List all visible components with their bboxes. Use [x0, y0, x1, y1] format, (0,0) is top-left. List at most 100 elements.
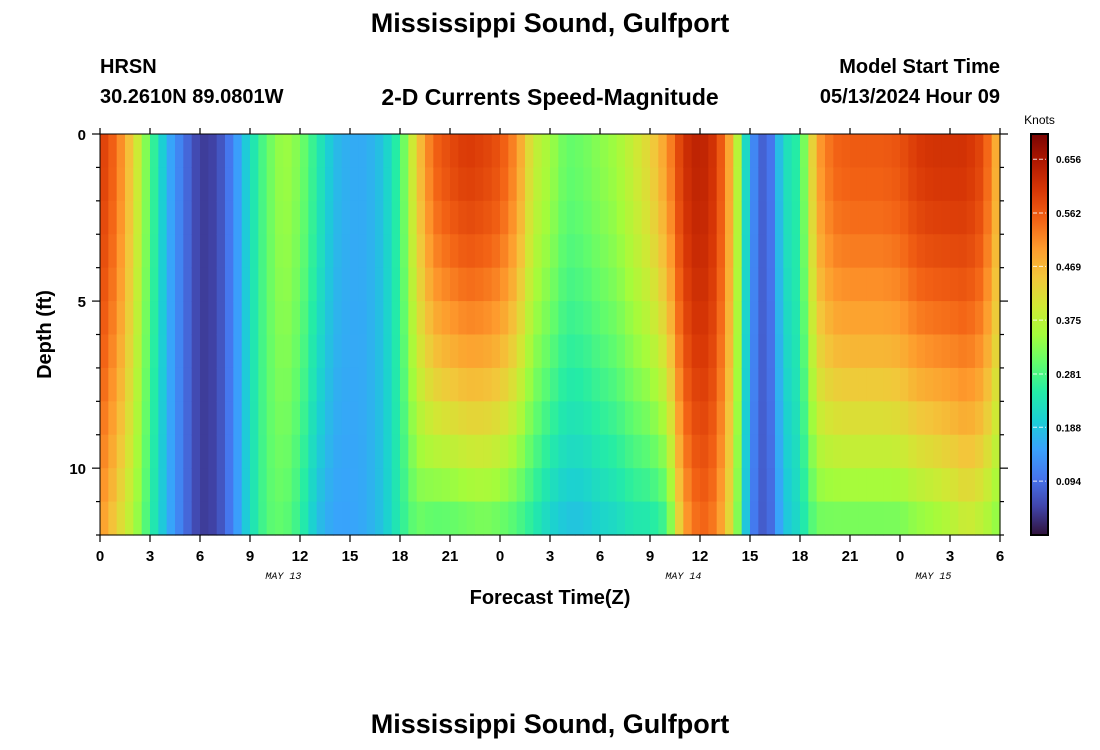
- heatmap-cell: [391, 434, 401, 469]
- heatmap-cell: [691, 468, 701, 503]
- heatmap-cell: [891, 234, 901, 269]
- heatmap-cell: [208, 401, 218, 436]
- heatmap-cell: [333, 367, 343, 402]
- heatmap-cell: [158, 167, 168, 202]
- heatmap-cell: [783, 434, 793, 469]
- heatmap-cell: [616, 367, 626, 402]
- heatmap-cell: [625, 267, 634, 302]
- heatmap-cell: [166, 401, 176, 436]
- heatmap-cell: [850, 434, 859, 469]
- heatmap-cell: [466, 367, 476, 402]
- heatmap-cell: [733, 200, 743, 235]
- heatmap-cell: [841, 200, 851, 235]
- heatmap-cell: [308, 167, 318, 202]
- heatmap-cell: [725, 267, 734, 302]
- heatmap-cell: [416, 301, 426, 336]
- heatmap-cell: [358, 434, 368, 469]
- heatmap-cell: [641, 267, 651, 302]
- heatmap-cell: [691, 200, 701, 235]
- heatmap-cell: [441, 301, 451, 336]
- heatmap-cell: [783, 134, 793, 169]
- heatmap-cell: [841, 434, 851, 469]
- heatmap-cell: [633, 434, 643, 469]
- heatmap-cell: [600, 401, 609, 436]
- heatmap-cell: [108, 501, 118, 536]
- heatmap-cell: [958, 468, 968, 503]
- heatmap-cell: [733, 301, 743, 336]
- heatmap-cell: [166, 301, 176, 336]
- heatmap-cell: [716, 267, 726, 302]
- heatmap-cell: [750, 167, 759, 202]
- heatmap-cell: [441, 267, 451, 302]
- heatmap-cell: [766, 301, 776, 336]
- heatmap-cell: [750, 401, 759, 436]
- heatmap-cell: [600, 267, 609, 302]
- heatmap-cell: [416, 234, 426, 269]
- heatmap-cell: [358, 200, 368, 235]
- heatmap-cell: [808, 134, 818, 169]
- heatmap-cell: [358, 367, 368, 402]
- x-tick-label: 15: [342, 548, 359, 565]
- heatmap-cell: [975, 301, 984, 336]
- heatmap-cell: [458, 301, 468, 336]
- heatmap-cell: [450, 200, 459, 235]
- heatmap-cell: [308, 434, 318, 469]
- heatmap-cell: [941, 167, 951, 202]
- heatmap-cell: [341, 234, 351, 269]
- heatmap-cell: [683, 134, 693, 169]
- heatmap-cell: [350, 267, 359, 302]
- heatmap-cell: [516, 301, 526, 336]
- heatmap-cell: [550, 167, 559, 202]
- heatmap-cell: [333, 234, 343, 269]
- heatmap-cell: [341, 434, 351, 469]
- heatmap-cell: [375, 367, 384, 402]
- heatmap-cell: [591, 334, 601, 369]
- heatmap-cell: [250, 367, 259, 402]
- heatmap-cell: [900, 167, 909, 202]
- heatmap-cell: [241, 468, 251, 503]
- heatmap-cell: [191, 501, 201, 536]
- heatmap-cell: [616, 468, 626, 503]
- heatmap-cell: [883, 367, 893, 402]
- heatmap-cell: [383, 334, 393, 369]
- heatmap-cell: [475, 367, 484, 402]
- heatmap-cell: [741, 134, 751, 169]
- heatmap-cell: [158, 501, 168, 536]
- heatmap-cell: [291, 134, 301, 169]
- heatmap-cell: [725, 334, 734, 369]
- heatmap-cell: [891, 401, 901, 436]
- heatmap-cell: [350, 334, 359, 369]
- heatmap-cell: [241, 134, 251, 169]
- heatmap-cell: [975, 501, 984, 536]
- heatmap-cell: [866, 267, 876, 302]
- heatmap-cell: [958, 334, 968, 369]
- heatmap-cell: [500, 434, 509, 469]
- heatmap-cell: [925, 434, 934, 469]
- heatmap-cell: [166, 234, 176, 269]
- heatmap-cell: [358, 334, 368, 369]
- heatmap-cell: [541, 468, 551, 503]
- heatmap-cell: [116, 134, 126, 169]
- heatmap-cell: [116, 367, 126, 402]
- heatmap-cell: [341, 200, 351, 235]
- heatmap-cell: [216, 134, 226, 169]
- date-label: MAY 13: [265, 572, 301, 583]
- heatmap-cell: [808, 434, 818, 469]
- heatmap-cell: [158, 334, 168, 369]
- heatmap-cell: [891, 434, 901, 469]
- heatmap-cell: [916, 167, 926, 202]
- heatmap-cell: [300, 468, 309, 503]
- heatmap-cell: [900, 334, 909, 369]
- heatmap-cell: [258, 200, 268, 235]
- heatmap-cell: [841, 301, 851, 336]
- heatmap-cell: [483, 167, 493, 202]
- heatmap-cell: [750, 367, 759, 402]
- heatmap-cell: [933, 334, 943, 369]
- heatmap-cell: [833, 134, 843, 169]
- heatmap-cell: [316, 401, 326, 436]
- heatmap-cell: [283, 167, 293, 202]
- heatmap-cell: [825, 167, 834, 202]
- heatmap-cell: [108, 468, 118, 503]
- heatmap-cell: [891, 301, 901, 336]
- heatmap-cell: [875, 267, 884, 302]
